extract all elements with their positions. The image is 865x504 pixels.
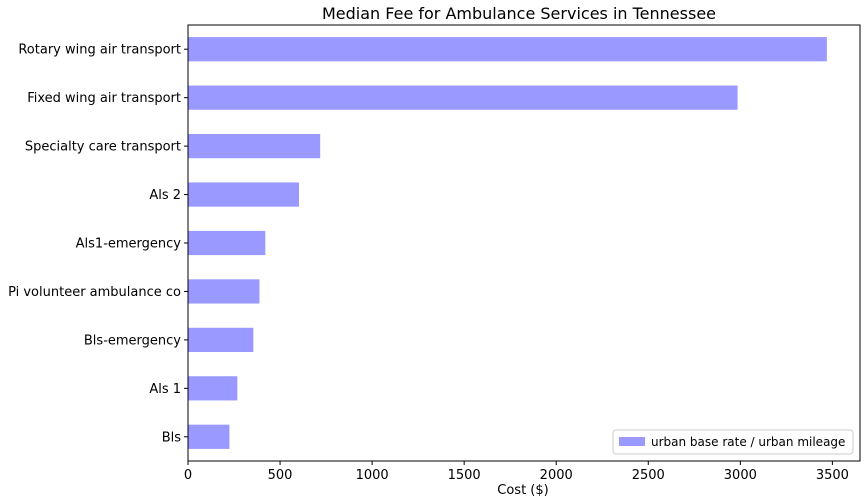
bars-group xyxy=(188,37,827,449)
y-tick-label: Pi volunteer ambulance co xyxy=(8,285,181,300)
bar xyxy=(188,376,238,401)
legend-swatch xyxy=(619,437,645,446)
y-tick-label: Specialty care transport xyxy=(25,140,181,155)
y-axis: Rotary wing air transport Fixed wing air … xyxy=(8,43,188,445)
x-tick-label: 0 xyxy=(184,468,192,483)
x-tick-label: 500 xyxy=(268,468,293,483)
x-tick-label: 2500 xyxy=(632,468,665,483)
x-tick-label: 3000 xyxy=(724,468,757,483)
x-tick-label: 3500 xyxy=(816,468,849,483)
bar xyxy=(188,134,321,159)
chart-title: Median Fee for Ambulance Services in Ten… xyxy=(322,4,716,23)
y-tick-label: Als 1 xyxy=(149,382,181,397)
bar xyxy=(188,327,254,352)
y-tick-label: Als1-emergency xyxy=(76,237,182,252)
y-tick-label: Fixed wing air transport xyxy=(27,91,181,106)
bar xyxy=(188,230,266,256)
y-tick-label: Bls xyxy=(162,430,182,445)
x-axis-label: Cost ($) xyxy=(497,483,548,498)
bar xyxy=(188,182,300,207)
bar xyxy=(188,85,738,110)
bar xyxy=(188,279,260,304)
legend-label: urban base rate / urban mileage xyxy=(651,435,845,449)
y-tick-label: Bls-emergency xyxy=(84,333,181,348)
y-tick-label: Als 2 xyxy=(149,188,181,203)
bar xyxy=(188,37,827,62)
legend-box xyxy=(612,429,854,455)
x-tick-label: 1500 xyxy=(448,468,481,483)
legend: urban base rate / urban mileage xyxy=(612,429,854,455)
x-axis: 0 500 1000 1500 2000 2500 3000 3500 xyxy=(184,461,849,483)
x-tick-label: 1000 xyxy=(356,468,389,483)
y-tick-label: Rotary wing air transport xyxy=(18,43,181,58)
bar xyxy=(188,424,230,449)
x-tick-label: 2000 xyxy=(540,468,573,483)
